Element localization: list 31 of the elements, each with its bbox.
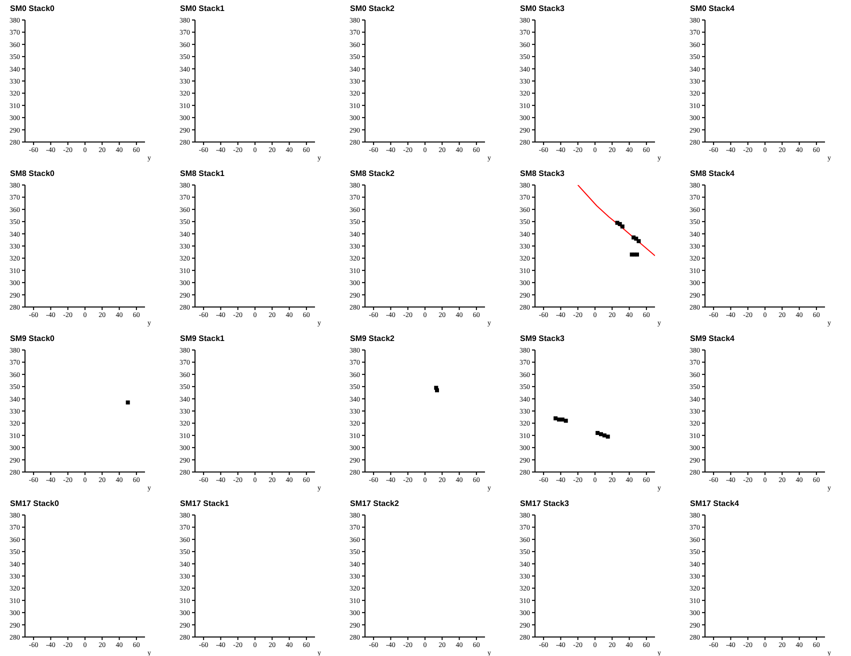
line-series (577, 185, 655, 256)
chart-title: SM0 Stack4 (690, 4, 734, 13)
point (620, 224, 624, 228)
point (606, 434, 610, 439)
point (602, 433, 606, 438)
chart-title: SM8 Stack1 (180, 169, 224, 178)
chart-title: SM0 Stack1 (180, 4, 224, 13)
chart-title: SM17 Stack4 (690, 499, 739, 508)
point (599, 432, 603, 436)
chart-title: SM9 Stack3 (520, 334, 564, 343)
chart-title: SM9 Stack4 (690, 334, 734, 343)
chart-title: SM8 Stack4 (690, 169, 734, 178)
point (560, 418, 564, 422)
chart-title: SM17 Stack1 (180, 499, 229, 508)
chart-title: SM9 Stack1 (180, 334, 224, 343)
chart-title: SM17 Stack0 (10, 499, 59, 508)
chart-title: SM9 Stack0 (10, 334, 54, 343)
chart-title: SM17 Stack2 (350, 499, 399, 508)
chart-title: SM8 Stack3 (520, 169, 564, 178)
chart-title: SM9 Stack2 (350, 334, 394, 343)
chart-title: SM8 Stack0 (10, 169, 54, 178)
point (596, 430, 600, 435)
chart-title: SM17 Stack3 (520, 499, 569, 508)
point (554, 416, 558, 420)
point (564, 418, 568, 423)
chart-title: SM0 Stack3 (520, 4, 564, 13)
chart-title: SM0 Stack0 (10, 4, 54, 13)
point (636, 239, 641, 244)
chart-title: SM0 Stack2 (350, 4, 394, 13)
point (635, 252, 639, 257)
chart-title: SM8 Stack2 (350, 169, 394, 178)
